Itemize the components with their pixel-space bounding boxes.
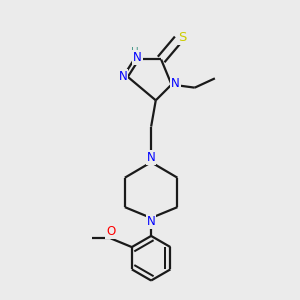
Text: N: N — [171, 76, 180, 89]
Text: O: O — [106, 225, 116, 238]
Text: H: H — [131, 47, 139, 57]
Text: N: N — [119, 70, 128, 83]
Text: N: N — [133, 51, 142, 64]
Text: N: N — [147, 151, 155, 164]
Text: N: N — [147, 214, 155, 228]
Text: S: S — [178, 31, 186, 44]
